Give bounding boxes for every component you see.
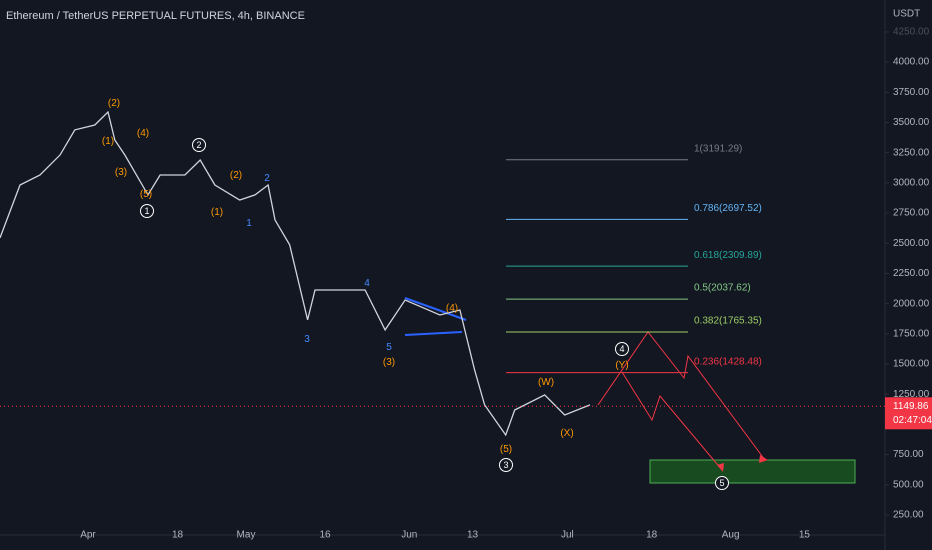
wave-label: (2) xyxy=(230,170,242,181)
y-tick-label: 750.00 xyxy=(893,449,924,460)
wave-label: (1) xyxy=(211,207,223,218)
price-line xyxy=(0,110,591,437)
y-tick-label: 3750.00 xyxy=(893,87,930,98)
wave-circle xyxy=(499,458,513,472)
fib-label: 1(3191.29) xyxy=(694,143,742,154)
y-axis-label: USDT xyxy=(893,9,920,20)
y-tick-label: 2500.00 xyxy=(893,238,930,249)
wave-label: (2) xyxy=(108,98,120,109)
x-tick-label: 16 xyxy=(319,530,331,541)
wave-label: 1 xyxy=(246,218,252,229)
wave-label: 5 xyxy=(386,342,392,353)
x-tick-label: 15 xyxy=(799,530,811,541)
wave-label: (4) xyxy=(137,128,149,139)
y-tick-label: 2000.00 xyxy=(893,298,930,309)
projection-path xyxy=(621,371,723,471)
wave-label: (Y) xyxy=(615,360,628,371)
wave-label: 2 xyxy=(196,140,201,150)
wave-label: 1 xyxy=(144,206,149,216)
y-tick-label: 3000.00 xyxy=(893,177,930,188)
arrow-head xyxy=(717,463,724,472)
target-zone xyxy=(649,459,856,484)
wave-label: 5 xyxy=(719,478,724,488)
fib-label: 0.236(1428.48) xyxy=(694,356,762,367)
y-tick-label: 4000.00 xyxy=(893,57,930,68)
triangle-line xyxy=(404,297,467,321)
price-tag-label: 1149.86 xyxy=(893,401,929,412)
y-tick-label: 3250.00 xyxy=(893,147,930,158)
countdown-label: 02:47:04 xyxy=(893,415,932,426)
x-tick-label: Jul xyxy=(561,530,574,541)
wave-circle xyxy=(615,342,629,356)
x-tick-label: Jun xyxy=(401,530,417,541)
y-tick-label: 1250.00 xyxy=(893,389,930,400)
fib-label: 0.618(2309.89) xyxy=(694,250,762,261)
x-tick-label: 13 xyxy=(467,530,479,541)
x-tick-label: May xyxy=(237,530,256,541)
arrow-head xyxy=(759,455,768,463)
x-tick-label: Apr xyxy=(80,530,96,541)
y-tick-label: 500.00 xyxy=(893,479,924,490)
wave-label: 2 xyxy=(264,173,270,184)
y-tick-label: 4250.00 xyxy=(893,27,930,38)
y-tick-label: 1500.00 xyxy=(893,359,930,370)
y-tick-label: 250.00 xyxy=(893,510,924,521)
wave-label: (X) xyxy=(560,428,573,439)
y-tick-label: 2250.00 xyxy=(893,268,930,279)
wave-label: (1) xyxy=(102,136,114,147)
wave-circle xyxy=(715,476,729,490)
y-tick-label: 3500.00 xyxy=(893,117,930,128)
y-tick-label: 1750.00 xyxy=(893,328,930,339)
x-tick-label: 18 xyxy=(646,530,658,541)
x-tick-label: 18 xyxy=(172,530,184,541)
wave-label: 4 xyxy=(619,344,624,354)
wave-label: (5) xyxy=(140,189,152,200)
price-tag xyxy=(885,397,932,430)
x-tick-label: Aug xyxy=(722,530,740,541)
fib-label: 0.382(1765.35) xyxy=(694,316,762,327)
wave-label: (W) xyxy=(538,377,554,388)
wave-label: (4) xyxy=(446,303,458,314)
wave-circle xyxy=(140,204,154,218)
wave-label: (3) xyxy=(383,357,395,368)
wave-circle xyxy=(192,138,206,152)
wave-label: (5) xyxy=(500,444,512,455)
fib-label: 0.786(2697.52) xyxy=(694,203,762,214)
wave-label: 4 xyxy=(364,278,370,289)
projection-path xyxy=(597,331,766,461)
y-tick-label: 2750.00 xyxy=(893,208,930,219)
chart-title: Ethereum / TetherUS PERPETUAL FUTURES, 4… xyxy=(6,10,305,22)
wave-label: (3) xyxy=(115,167,127,178)
wave-label: 3 xyxy=(503,460,508,470)
wave-label: 3 xyxy=(304,334,310,345)
fib-label: 0.5(2037.62) xyxy=(694,283,751,294)
triangle-line xyxy=(404,331,463,336)
